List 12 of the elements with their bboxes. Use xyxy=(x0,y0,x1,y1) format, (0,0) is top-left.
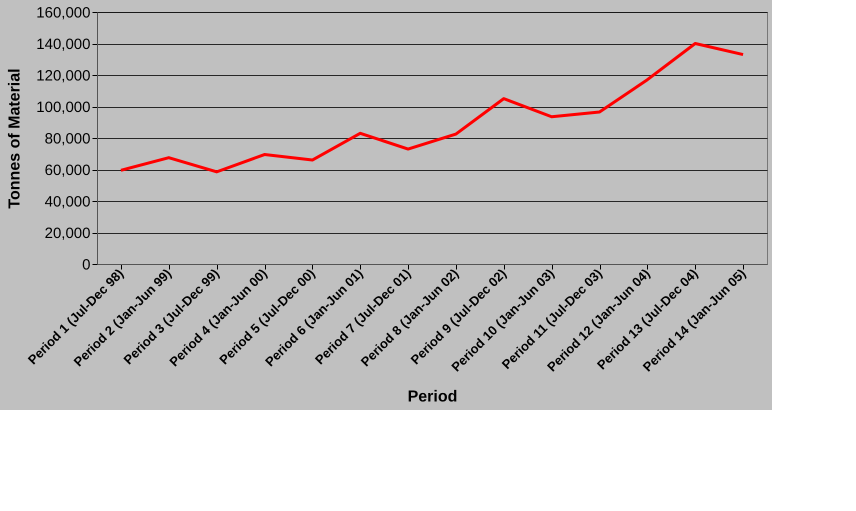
y-axis-title: Tonnes of Material xyxy=(6,68,24,209)
line-series xyxy=(119,42,745,174)
y-tick-label: 160,000 xyxy=(36,4,90,22)
y-tick-label: 0 xyxy=(82,256,90,274)
y-tick-label: 100,000 xyxy=(36,99,90,116)
x-axis-title: Period xyxy=(408,388,458,406)
y-tick-label: 40,000 xyxy=(44,194,90,210)
y-tick-label: 120,000 xyxy=(36,68,90,84)
y-tick-label: 20,000 xyxy=(44,225,90,242)
y-tick-label: 60,000 xyxy=(44,162,90,179)
y-tick-label: 80,000 xyxy=(44,130,90,148)
y-tick-label: 140,000 xyxy=(36,36,90,53)
